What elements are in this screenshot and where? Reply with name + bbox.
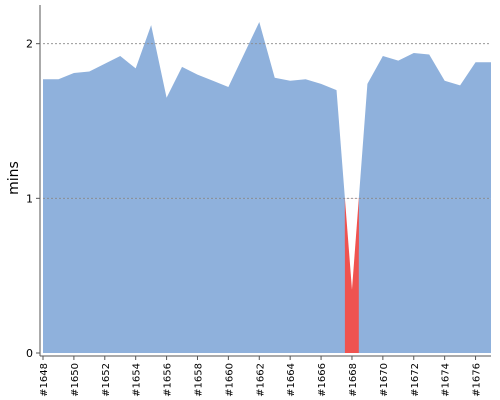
x-tick-label: #1676	[472, 363, 483, 397]
x-tick-label: #1660	[224, 363, 235, 397]
x-tick-label: #1650	[70, 363, 81, 397]
y-axis-label: mins	[6, 161, 22, 195]
gridlines	[43, 43, 491, 199]
x-tick-label: #1648	[39, 363, 50, 397]
dip-notch	[344, 198, 359, 290]
x-tick-label: #1672	[410, 363, 421, 397]
axes	[39, 5, 491, 357]
x-tick-label: #1654	[132, 363, 143, 397]
y-ticks: 0 1 2	[26, 38, 40, 360]
x-ticks: #1648 #1650 #1652 #1654 #1656 #1658 #1660 #1662…	[39, 356, 483, 397]
x-tick-label: #1666	[317, 363, 328, 397]
area-below-right	[358, 198, 491, 353]
y-tick-label: 0	[26, 347, 33, 360]
x-tick-label: #1668	[348, 363, 359, 397]
area-below-left	[43, 198, 345, 353]
area-series	[43, 22, 491, 353]
x-tick-label: #1658	[193, 363, 204, 397]
x-tick-label: #1652	[101, 363, 112, 397]
x-tick-label: #1656	[163, 363, 174, 397]
y-tick-label: 2	[26, 38, 33, 51]
x-tick-label: #1662	[255, 363, 266, 397]
x-tick-label: #1670	[379, 363, 390, 397]
area-above-threshold	[43, 22, 491, 199]
x-tick-label: #1664	[286, 363, 297, 397]
x-tick-label: #1674	[441, 363, 452, 397]
y-tick-label: 1	[26, 192, 33, 205]
